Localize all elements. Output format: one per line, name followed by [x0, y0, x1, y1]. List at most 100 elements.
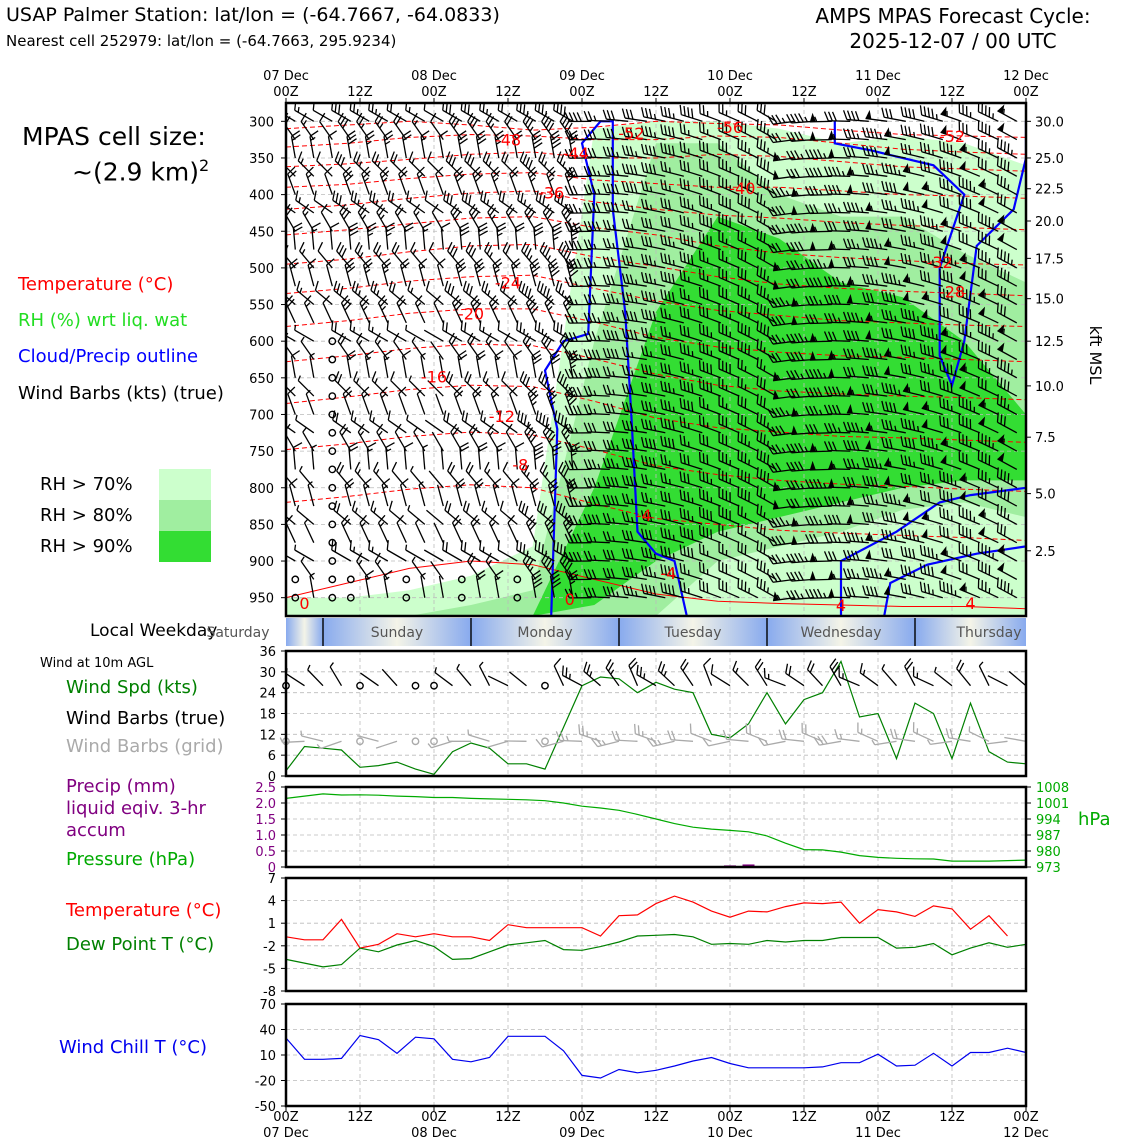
wind-barb	[436, 484, 444, 507]
wind-barb	[440, 447, 444, 470]
barb-full	[489, 514, 497, 524]
barb-full	[487, 116, 495, 126]
barb-full	[572, 112, 578, 122]
barb-full	[393, 332, 400, 342]
rh-90-region	[286, 216, 1026, 616]
wind-barb	[327, 130, 338, 159]
barb-full	[499, 500, 504, 511]
barb-staff	[507, 522, 518, 543]
barb-full	[413, 203, 421, 213]
barb-full	[370, 500, 375, 511]
wind-barb	[329, 222, 340, 250]
barb-full	[333, 500, 338, 511]
barb-full	[478, 230, 489, 237]
wind-barb	[583, 349, 610, 361]
barb-full	[466, 373, 472, 384]
barb-half	[373, 507, 377, 514]
barb-full	[479, 540, 482, 551]
barb-full	[454, 210, 462, 220]
wind-barb	[305, 389, 315, 415]
barb-full	[465, 461, 472, 472]
barb-full	[529, 522, 537, 531]
barb-full	[606, 329, 611, 340]
legend-wind-barbs: Wind Barbs (kts) (true)	[18, 383, 224, 404]
barb-full	[526, 427, 534, 436]
barb-full	[587, 202, 593, 213]
barb-full	[558, 503, 563, 514]
barb-full	[515, 442, 525, 449]
barb-full	[664, 198, 668, 209]
barb-full	[644, 401, 649, 412]
barb-full	[629, 274, 634, 285]
barb-staff	[428, 470, 444, 489]
barb-full	[430, 112, 437, 122]
barb-half	[364, 484, 370, 490]
barb-full	[387, 190, 391, 201]
wind-barb	[385, 442, 395, 470]
barb-full	[344, 478, 354, 486]
barb-full	[610, 128, 615, 139]
barb-staff	[297, 380, 315, 397]
barb-full	[455, 390, 464, 399]
barb-full	[560, 544, 563, 555]
barb-full	[381, 478, 391, 486]
barb-staff	[311, 447, 315, 470]
barb-full	[621, 474, 626, 485]
barb-full	[610, 550, 615, 560]
barb-staff	[424, 419, 444, 434]
barb-full	[433, 295, 441, 304]
calm-circle	[291, 575, 300, 584]
wind-barb	[539, 241, 555, 269]
wind-barb	[339, 203, 352, 232]
barb-full	[629, 182, 634, 193]
wind-barb	[438, 356, 444, 378]
wind-barb	[602, 457, 629, 471]
barb-full	[459, 138, 468, 145]
barb-staff	[386, 549, 407, 562]
wind-barb	[544, 514, 556, 543]
wind-barb	[602, 384, 629, 397]
isotherm--12	[286, 384, 1026, 443]
barb-full	[550, 130, 560, 137]
wind-barb	[430, 341, 444, 360]
barb-full	[497, 540, 500, 551]
barb-full	[621, 456, 626, 467]
barb-full	[640, 546, 645, 557]
barb-full	[341, 514, 349, 524]
barb-full	[394, 203, 402, 213]
barb-full	[294, 103, 297, 111]
barb-full	[640, 565, 645, 576]
barb-full	[563, 427, 571, 436]
barb-full	[322, 295, 330, 304]
barb-full	[526, 248, 532, 258]
barb-half	[552, 452, 559, 457]
barb-full	[489, 295, 497, 304]
barb-full	[602, 201, 608, 211]
barb-full	[583, 165, 589, 176]
barb-full	[629, 384, 634, 395]
calm-circle	[513, 575, 522, 584]
wind-barb	[546, 166, 556, 195]
wind-barb	[336, 241, 352, 269]
barb-full	[356, 332, 363, 342]
barb-half	[527, 343, 532, 349]
barb-full	[572, 515, 578, 525]
barb-full	[610, 110, 615, 121]
barb-full	[544, 427, 552, 436]
barb-full	[487, 423, 495, 433]
barb-full	[523, 464, 530, 475]
barb-full	[564, 332, 570, 342]
wind-barb	[394, 423, 407, 452]
wind-barb	[399, 478, 409, 507]
wind-barb	[564, 258, 592, 269]
barb-full	[546, 288, 550, 299]
barb-staff	[286, 250, 296, 269]
barb-full	[319, 112, 326, 122]
wind-barb	[465, 241, 481, 269]
wind-barb	[529, 258, 541, 287]
barb-staff	[426, 509, 444, 525]
wind-barb	[354, 241, 370, 269]
barb-flag	[865, 109, 872, 120]
barb-full	[564, 368, 570, 379]
wind-barb	[621, 438, 647, 452]
